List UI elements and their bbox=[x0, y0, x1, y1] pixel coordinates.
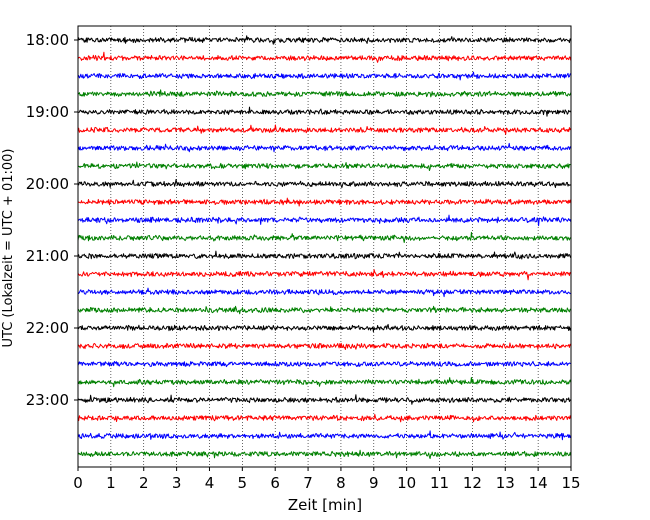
seismic-trace bbox=[77, 35, 572, 45]
seismic-trace bbox=[77, 197, 572, 207]
seismic-trace bbox=[77, 250, 572, 260]
seismic-trace bbox=[77, 51, 572, 63]
seismic-trace bbox=[77, 106, 572, 117]
seismic-trace bbox=[77, 179, 572, 189]
seismic-trace bbox=[77, 287, 572, 298]
x-axis-label: Zeit [min] bbox=[288, 496, 362, 514]
seismic-trace bbox=[77, 231, 571, 243]
y-tick-label: 21:00 bbox=[26, 247, 69, 265]
x-tick-label: 7 bbox=[303, 474, 313, 492]
seismic-trace bbox=[77, 342, 572, 351]
plot-frame bbox=[77, 25, 572, 468]
x-tick-label: 1 bbox=[106, 474, 116, 492]
x-tick-label: 12 bbox=[463, 474, 482, 492]
x-tick-label: 11 bbox=[430, 474, 449, 492]
y-axis-label: UTC (Lokalzeit = UTC + 01:00) bbox=[1, 149, 16, 348]
seismic-trace bbox=[77, 377, 572, 388]
seismic-trace bbox=[77, 89, 572, 98]
x-tick-label: 0 bbox=[73, 474, 83, 492]
x-tick-label: 10 bbox=[397, 474, 416, 492]
y-tick-label: 23:00 bbox=[26, 391, 69, 409]
seismic-trace bbox=[77, 449, 572, 460]
seismic-trace bbox=[77, 394, 572, 405]
x-tick-label: 2 bbox=[139, 474, 149, 492]
seismic-trace bbox=[77, 214, 572, 227]
y-tick-label: 18:00 bbox=[26, 31, 69, 49]
x-axis: 0 1 2 3 4 5 6 7 8 9 10 11 12 13 14 15 bbox=[73, 467, 581, 492]
y-tick-label: 20:00 bbox=[26, 175, 69, 193]
x-tick-label: 4 bbox=[205, 474, 215, 492]
x-tick-label: 3 bbox=[172, 474, 182, 492]
trace-layer bbox=[77, 35, 572, 460]
seismic-trace bbox=[77, 71, 572, 81]
x-tick-label: 6 bbox=[270, 474, 280, 492]
seismic-trace bbox=[77, 430, 572, 441]
y-tick-label: 22:00 bbox=[26, 319, 69, 337]
y-tick-label: 19:00 bbox=[26, 103, 69, 121]
seismic-trace bbox=[77, 161, 571, 172]
x-tick-label: 15 bbox=[561, 474, 580, 492]
seismic-trace bbox=[77, 305, 571, 315]
x-tick-label: 8 bbox=[336, 474, 346, 492]
seismic-trace bbox=[77, 413, 572, 423]
x-tick-label: 5 bbox=[238, 474, 248, 492]
seismic-trace bbox=[77, 269, 572, 281]
seismic-trace bbox=[77, 124, 572, 135]
seismic-trace bbox=[77, 360, 571, 368]
x-tick-label: 9 bbox=[369, 474, 379, 492]
seismic-trace bbox=[77, 142, 572, 153]
x-tick-label: 13 bbox=[496, 474, 515, 492]
y-axis: 18:00 19:00 20:00 21:00 22:00 23:00 bbox=[26, 31, 78, 409]
seismic-trace bbox=[77, 323, 572, 333]
x-tick-label: 14 bbox=[529, 474, 548, 492]
